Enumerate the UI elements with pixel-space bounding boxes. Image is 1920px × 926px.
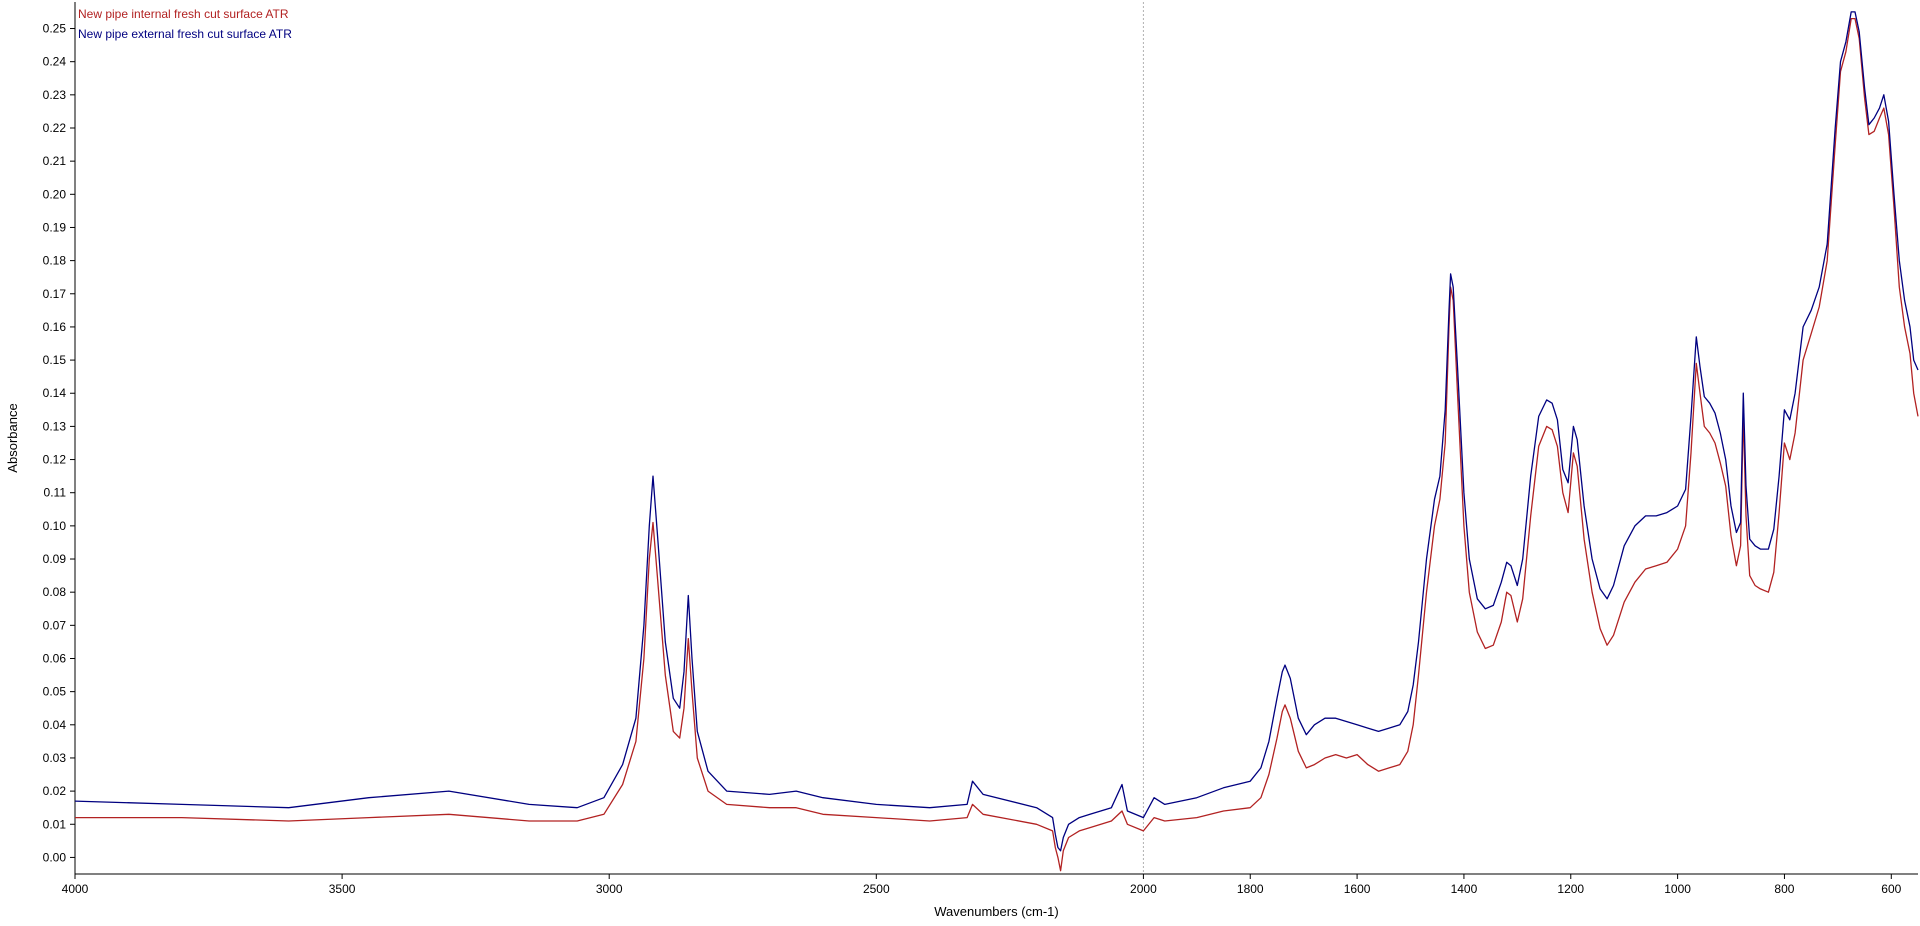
y-tick-label: 0.13 <box>43 419 67 433</box>
y-tick-label: 0.08 <box>43 585 67 599</box>
y-tick-label: 0.23 <box>43 88 67 102</box>
y-tick-label: 0.07 <box>43 618 67 632</box>
y-tick-label: 0.00 <box>43 850 67 864</box>
x-tick-label: 1600 <box>1344 882 1371 896</box>
x-axis-title: Wavenumbers (cm-1) <box>934 904 1058 919</box>
y-tick-label: 0.17 <box>43 287 67 301</box>
series-group <box>74 11 1919 872</box>
y-tick-label: 0.03 <box>43 751 67 765</box>
plot-area: 4000 3500 3000 2500 2000 1800 1600 1400 1200 1000… <box>43 2 1919 896</box>
y-tick-label: 0.25 <box>43 22 67 36</box>
x-tick-label: 3000 <box>596 882 623 896</box>
x-tick-label: 2500 <box>863 882 890 896</box>
y-tick-label: 0.09 <box>43 552 67 566</box>
legend-entry-external: New pipe external fresh cut surface ATR <box>78 27 292 41</box>
y-axis-ticks: 0.00 0.01 0.02 0.03 0.04 0.05 0.06 0.07 0.08 0.09… <box>43 22 75 864</box>
series-line-internal <box>75 17 1919 872</box>
y-tick-label: 0.01 <box>43 817 67 831</box>
series-line-external <box>74 11 1919 852</box>
y-tick-label: 0.16 <box>43 320 67 334</box>
y-tick-label: 0.19 <box>43 220 67 234</box>
y-axis-title: Absorbance <box>5 403 20 472</box>
y-tick-label: 0.15 <box>43 353 67 367</box>
y-tick-label: 0.04 <box>43 718 67 732</box>
x-tick-label: 1000 <box>1664 882 1691 896</box>
x-tick-label: 1800 <box>1237 882 1264 896</box>
legend: New pipe internal fresh cut surface ATR … <box>78 7 292 41</box>
y-tick-label: 0.22 <box>43 121 67 135</box>
x-tick-label: 3500 <box>329 882 356 896</box>
y-tick-label: 0.24 <box>43 55 67 69</box>
y-tick-label: 0.06 <box>43 651 67 665</box>
y-tick-label: 0.11 <box>44 486 67 500</box>
x-tick-label: 1400 <box>1451 882 1478 896</box>
x-tick-label: 600 <box>1881 882 1901 896</box>
x-tick-label: 4000 <box>62 882 89 896</box>
y-tick-label: 0.02 <box>43 784 67 798</box>
x-axis-ticks: 4000 3500 3000 2500 2000 1800 1600 1400 1200 1000… <box>62 874 1902 896</box>
x-tick-label: 2000 <box>1130 882 1157 896</box>
y-tick-label: 0.21 <box>43 154 67 168</box>
y-tick-label: 0.20 <box>43 187 67 201</box>
legend-entry-internal: New pipe internal fresh cut surface ATR <box>78 7 289 21</box>
y-tick-label: 0.12 <box>43 453 67 467</box>
y-tick-label: 0.14 <box>43 386 67 400</box>
y-tick-label: 0.05 <box>43 685 67 699</box>
x-tick-label: 800 <box>1774 882 1794 896</box>
x-tick-label: 1200 <box>1557 882 1584 896</box>
y-tick-label: 0.10 <box>43 519 67 533</box>
y-tick-label: 0.18 <box>43 254 67 268</box>
